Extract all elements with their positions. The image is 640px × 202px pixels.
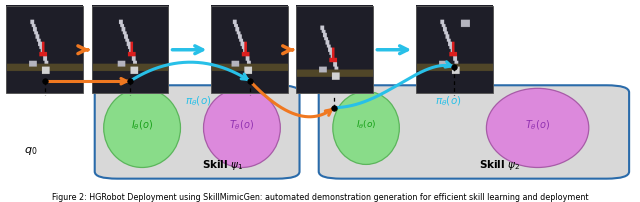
Text: $\pi_\theta(o)$: $\pi_\theta(o)$	[185, 94, 212, 108]
Text: $I_\theta(o)$: $I_\theta(o)$	[131, 118, 153, 131]
Text: $q_0$: $q_0$	[24, 144, 37, 157]
Text: $\mathbf{Skill}\ \psi_2$: $\mathbf{Skill}\ \psi_2$	[479, 158, 520, 171]
Text: $T_\theta(o)$: $T_\theta(o)$	[229, 118, 255, 131]
Text: $T_\theta(o)$: $T_\theta(o)$	[525, 118, 550, 131]
Ellipse shape	[104, 89, 180, 168]
Text: $\pi_\theta(o)$: $\pi_\theta(o)$	[435, 94, 461, 108]
FancyBboxPatch shape	[95, 86, 300, 179]
Text: $I_\theta(o)$: $I_\theta(o)$	[356, 118, 376, 130]
Ellipse shape	[204, 89, 280, 168]
Text: $\mathbf{Skill}\ \psi_1$: $\mathbf{Skill}\ \psi_1$	[202, 158, 243, 171]
Ellipse shape	[333, 92, 399, 165]
FancyBboxPatch shape	[319, 86, 629, 179]
Ellipse shape	[486, 89, 589, 168]
Text: Figure 2: HGRobot Deployment using SkillMimicGen: automated demonstration genera: Figure 2: HGRobot Deployment using Skill…	[52, 192, 588, 201]
